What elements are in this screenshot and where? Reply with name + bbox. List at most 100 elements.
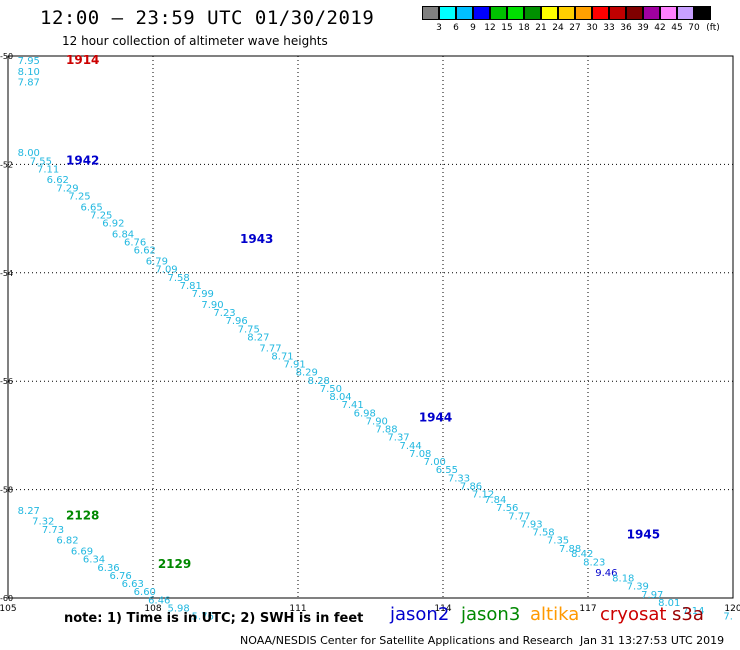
colorbar-label: 9 bbox=[470, 23, 476, 33]
colorbar-swatch bbox=[558, 6, 575, 20]
colorbar-label: 15 bbox=[501, 23, 513, 33]
wave-height-value: 8.71 bbox=[271, 351, 293, 362]
colorbar-label: 12 bbox=[484, 23, 496, 33]
wave-height-value: 6.98 bbox=[354, 408, 376, 419]
colorbar-label: 70 bbox=[688, 23, 700, 33]
colorbar-label: 6 bbox=[453, 23, 459, 33]
colorbar-label: 27 bbox=[569, 23, 581, 33]
wave-height-value: 8.29 bbox=[296, 368, 318, 379]
wave-height-value: 8.00 bbox=[18, 148, 40, 159]
wave-height-value: 6.63 bbox=[122, 579, 144, 590]
wave-height-value: 6.76 bbox=[110, 571, 132, 582]
wave-height-value: 8.01 bbox=[658, 598, 680, 609]
wave-height-value: 7.33 bbox=[448, 473, 470, 484]
colorbar-label: 3 bbox=[436, 23, 442, 33]
colorbar-label: 39 bbox=[637, 23, 649, 33]
wave-height-value: 7.93 bbox=[520, 519, 542, 530]
wave-height-value: 7.44 bbox=[400, 441, 422, 452]
colorbar-swatch bbox=[473, 6, 490, 20]
wave-height-value: 7.97 bbox=[641, 590, 663, 601]
pass-label: 1945 bbox=[627, 527, 660, 541]
wave-height-value: 7.11 bbox=[37, 164, 59, 175]
wave-height-value: 7.12 bbox=[472, 490, 494, 501]
wave-height-value: 6.46 bbox=[148, 595, 170, 606]
wave-height-value: 7.90 bbox=[366, 416, 388, 427]
wave-height-value: 8.23 bbox=[583, 557, 605, 568]
x-tick-label: 120 bbox=[724, 604, 740, 614]
wave-height-value: 7.56 bbox=[496, 503, 518, 514]
wave-height-value: 7.77 bbox=[508, 511, 530, 522]
colorbar-swatch bbox=[609, 6, 626, 20]
wave-height-value: 8.27 bbox=[247, 332, 269, 343]
colorbar-label: 21 bbox=[535, 23, 547, 33]
wave-height-value: 7.73 bbox=[42, 525, 64, 536]
wave-height-value: 7.25 bbox=[90, 210, 112, 221]
colorbar-swatch bbox=[592, 6, 609, 20]
wave-height-value: 6.55 bbox=[436, 465, 458, 476]
pass-label: 1943 bbox=[240, 232, 273, 246]
credit-text: NOAA/NESDIS Center for Satellite Applica… bbox=[240, 634, 574, 647]
y-tick-label: -56 bbox=[0, 377, 13, 386]
x-tick-label: 111 bbox=[289, 604, 306, 614]
wave-height-value: 6.82 bbox=[56, 536, 78, 547]
x-tick-label: 117 bbox=[579, 604, 596, 614]
wave-height-value: 7.75 bbox=[238, 324, 260, 335]
wave-height-value: 5.76 bbox=[192, 612, 214, 623]
wave-height-value: 7.50 bbox=[320, 384, 342, 395]
colorbar-label: 42 bbox=[654, 23, 666, 33]
wave-height-value: 7.87 bbox=[18, 78, 40, 89]
chart-subtitle: 12 hour collection of altimeter wave hei… bbox=[62, 34, 328, 48]
colorbar-label: 30 bbox=[586, 23, 598, 33]
satellite-legend-item: altika bbox=[530, 604, 580, 625]
footer-note: note: 1) Time is in UTC; 2) SWH is in fe… bbox=[64, 611, 364, 626]
wave-height-value: 7.37 bbox=[387, 433, 409, 444]
x-tick-label: 105 bbox=[0, 604, 17, 614]
wave-height-value: 6.79 bbox=[146, 257, 168, 268]
wave-height-value: 8.27 bbox=[18, 506, 40, 517]
colorbar-label: 36 bbox=[620, 23, 632, 33]
colorbar-swatch bbox=[456, 6, 473, 20]
colorbar-swatch bbox=[643, 6, 660, 20]
y-tick-label: -58 bbox=[0, 486, 13, 495]
y-tick-label: -54 bbox=[0, 269, 13, 278]
wave-height-value: 7.95 bbox=[18, 56, 40, 67]
y-tick-label: -60 bbox=[0, 594, 13, 603]
wave-height-value: 6.62 bbox=[47, 175, 69, 186]
colorbar-swatch bbox=[422, 6, 439, 20]
wave-height-value: 8.18 bbox=[612, 574, 634, 585]
x-tick-label: 114 bbox=[434, 604, 451, 614]
wave-height-value: 7.90 bbox=[201, 300, 223, 311]
wave-height-value: 8.28 bbox=[308, 376, 330, 387]
wave-height-value: 7.58 bbox=[532, 528, 554, 539]
wave-height-value: 7.41 bbox=[342, 400, 364, 411]
wave-height-value: 6.84 bbox=[112, 229, 134, 240]
pass-label: 1914 bbox=[66, 53, 99, 67]
wave-height-value: 6.36 bbox=[97, 563, 119, 574]
wave-height-value: 7.96 bbox=[226, 316, 248, 327]
wave-height-value: 7.14 bbox=[682, 606, 704, 617]
map-frame bbox=[7, 55, 734, 599]
colorbar-swatch bbox=[541, 6, 558, 20]
x-tick-label: 108 bbox=[144, 604, 161, 614]
wave-height-value: 8.10 bbox=[18, 67, 40, 78]
colorbar-label: 18 bbox=[518, 23, 530, 33]
wave-height-value: 7.86 bbox=[460, 481, 482, 492]
wave-height-value: 6.76 bbox=[124, 238, 146, 249]
satellite-legend-item: s3a bbox=[672, 604, 704, 625]
wave-height-value: 8.04 bbox=[329, 392, 351, 403]
colorbar-swatch bbox=[507, 6, 524, 20]
wave-height-value: 6.60 bbox=[134, 587, 156, 598]
colorbar-swatch bbox=[490, 6, 507, 20]
colorbar-label: 24 bbox=[552, 23, 564, 33]
pass-label: 2129 bbox=[158, 557, 191, 571]
wave-height-value: 6.65 bbox=[81, 202, 103, 213]
wave-height-value: 7.39 bbox=[627, 582, 649, 593]
wave-height-value: 7.91 bbox=[284, 360, 306, 371]
wave-height-value: 6.69 bbox=[71, 547, 93, 558]
satellite-legend-item: cryosat bbox=[600, 604, 667, 625]
wave-height-value: 7.00 bbox=[424, 457, 446, 468]
pass-label: 1944 bbox=[419, 411, 452, 425]
wave-height-value: 5.98 bbox=[168, 603, 190, 614]
chart-title: 12:00 – 23:59 UTC 01/30/2019 bbox=[40, 7, 375, 29]
colorbar-swatch bbox=[677, 6, 694, 20]
